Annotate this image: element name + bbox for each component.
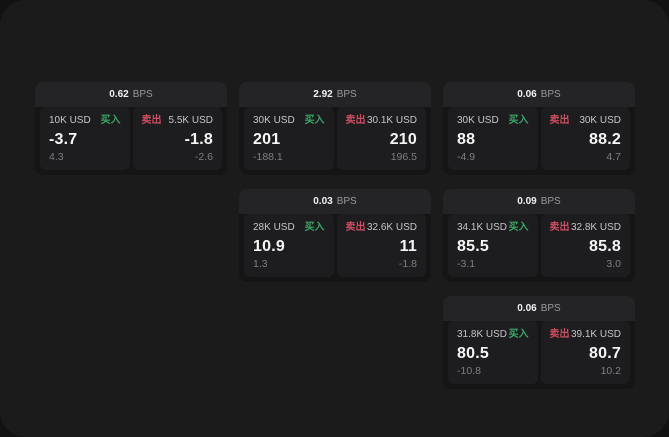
buy-delta: 4.3 xyxy=(49,151,64,163)
card-header: 0.09 BPS xyxy=(443,189,635,214)
bps-unit-label: BPS xyxy=(540,89,561,100)
sell-amount: 30K USD xyxy=(579,115,621,126)
buy-amount: 34.1K USD xyxy=(457,222,508,233)
bps-value: 0.06 xyxy=(517,303,537,314)
sell-price: 210 xyxy=(389,131,417,148)
buy-side-label: 买入 xyxy=(508,222,529,233)
sell-pane[interactable]: 卖出 30.1K USD 210 196.5 xyxy=(336,107,426,170)
sell-side-label: 卖出 xyxy=(549,329,570,340)
buy-price: 85.5 xyxy=(457,238,489,255)
bps-value: 2.92 xyxy=(313,89,333,100)
sell-pane[interactable]: 卖出 32.6K USD 11 -1.8 xyxy=(336,214,426,277)
sell-delta: 3.0 xyxy=(606,258,621,270)
sell-amount: 39.1K USD xyxy=(570,329,621,340)
sell-delta: 10.2 xyxy=(600,365,621,377)
bps-value: 0.03 xyxy=(313,196,333,207)
card-header: 0.06 BPS xyxy=(443,82,635,107)
pane-row: 30K USD 买入 88 -4.9 卖出 30K USD 88.2 4.7 xyxy=(443,107,635,175)
bps-value: 0.62 xyxy=(109,89,129,100)
bps-value: 0.09 xyxy=(517,196,537,207)
quote-cards-grid: 0.62 BPS 10K USD 买入 -3.7 4.3 卖出 5.5K USD xyxy=(35,82,635,389)
buy-delta: 1.3 xyxy=(253,258,268,270)
buy-price: -3.7 xyxy=(49,131,78,148)
sell-side-label: 卖出 xyxy=(141,115,162,126)
buy-price: 201 xyxy=(253,131,281,148)
sell-delta: -2.6 xyxy=(194,151,213,163)
sell-side-label: 卖出 xyxy=(345,222,366,233)
sell-pane[interactable]: 卖出 5.5K USD -1.8 -2.6 xyxy=(132,107,222,170)
sell-price: 85.8 xyxy=(589,238,621,255)
buy-side-label: 买入 xyxy=(508,115,529,126)
buy-amount: 10K USD xyxy=(49,115,91,126)
buy-side-label: 买入 xyxy=(508,329,529,340)
quote-card: 0.06 BPS 31.8K USD 买入 80.5 -10.8 卖出 39.1… xyxy=(443,296,635,389)
bps-unit-label: BPS xyxy=(336,89,357,100)
pane-row: 30K USD 买入 201 -188.1 卖出 30.1K USD 210 1… xyxy=(239,107,431,175)
quote-card: 2.92 BPS 30K USD 买入 201 -188.1 卖出 30.1K … xyxy=(239,82,431,175)
sell-delta: -1.8 xyxy=(398,258,417,270)
bps-value: 0.06 xyxy=(517,89,537,100)
quote-card: 0.06 BPS 30K USD 买入 88 -4.9 卖出 30K USD xyxy=(443,82,635,175)
buy-pane[interactable]: 30K USD 买入 88 -4.9 xyxy=(448,107,538,170)
sell-price: -1.8 xyxy=(184,131,213,148)
buy-pane[interactable]: 30K USD 买入 201 -188.1 xyxy=(244,107,334,170)
buy-delta: -4.9 xyxy=(457,151,476,163)
buy-delta: -188.1 xyxy=(253,151,283,163)
buy-delta: -10.8 xyxy=(457,365,481,377)
card-header: 0.62 BPS xyxy=(35,82,227,107)
quote-card: 0.62 BPS 10K USD 买入 -3.7 4.3 卖出 5.5K USD xyxy=(35,82,227,175)
bps-unit-label: BPS xyxy=(132,89,153,100)
buy-price: 88 xyxy=(457,131,476,148)
sell-pane[interactable]: 卖出 39.1K USD 80.7 10.2 xyxy=(540,321,630,384)
pane-row: 31.8K USD 买入 80.5 -10.8 卖出 39.1K USD 80.… xyxy=(443,321,635,389)
sell-amount: 30.1K USD xyxy=(366,115,417,126)
pane-row: 10K USD 买入 -3.7 4.3 卖出 5.5K USD -1.8 -2.… xyxy=(35,107,227,175)
sell-price: 80.7 xyxy=(589,345,621,362)
card-header: 0.06 BPS xyxy=(443,296,635,321)
card-header: 2.92 BPS xyxy=(239,82,431,107)
sell-pane[interactable]: 卖出 30K USD 88.2 4.7 xyxy=(540,107,630,170)
sell-pane[interactable]: 卖出 32.8K USD 85.8 3.0 xyxy=(540,214,630,277)
buy-amount: 28K USD xyxy=(253,222,295,233)
buy-side-label: 买入 xyxy=(100,115,121,126)
buy-pane[interactable]: 28K USD 买入 10.9 1.3 xyxy=(244,214,334,277)
bps-unit-label: BPS xyxy=(540,196,561,207)
sell-amount: 32.6K USD xyxy=(366,222,417,233)
card-header: 0.03 BPS xyxy=(239,189,431,214)
buy-price: 80.5 xyxy=(457,345,489,362)
buy-delta: -3.1 xyxy=(457,258,476,270)
buy-amount: 30K USD xyxy=(457,115,499,126)
sell-amount: 32.8K USD xyxy=(570,222,621,233)
quote-card: 0.09 BPS 34.1K USD 买入 85.5 -3.1 卖出 32.8K… xyxy=(443,189,635,282)
buy-pane[interactable]: 31.8K USD 买入 80.5 -10.8 xyxy=(448,321,538,384)
bps-unit-label: BPS xyxy=(336,196,357,207)
sell-amount: 5.5K USD xyxy=(168,115,213,126)
quote-card: 0.03 BPS 28K USD 买入 10.9 1.3 卖出 32.6K US… xyxy=(239,189,431,282)
sell-price: 88.2 xyxy=(589,131,621,148)
sell-delta: 196.5 xyxy=(390,151,417,163)
buy-amount: 30K USD xyxy=(253,115,295,126)
sell-price: 11 xyxy=(399,238,417,255)
pane-row: 28K USD 买入 10.9 1.3 卖出 32.6K USD 11 -1.8 xyxy=(239,214,431,282)
sell-side-label: 卖出 xyxy=(549,115,570,126)
buy-price: 10.9 xyxy=(253,238,285,255)
buy-side-label: 买入 xyxy=(304,115,325,126)
buy-pane[interactable]: 10K USD 买入 -3.7 4.3 xyxy=(40,107,130,170)
sell-side-label: 卖出 xyxy=(549,222,570,233)
buy-pane[interactable]: 34.1K USD 买入 85.5 -3.1 xyxy=(448,214,538,277)
bps-unit-label: BPS xyxy=(540,303,561,314)
sell-delta: 4.7 xyxy=(606,151,621,163)
buy-amount: 31.8K USD xyxy=(457,329,508,340)
pane-row: 34.1K USD 买入 85.5 -3.1 卖出 32.8K USD 85.8… xyxy=(443,214,635,282)
buy-side-label: 买入 xyxy=(304,222,325,233)
sell-side-label: 卖出 xyxy=(345,115,366,126)
